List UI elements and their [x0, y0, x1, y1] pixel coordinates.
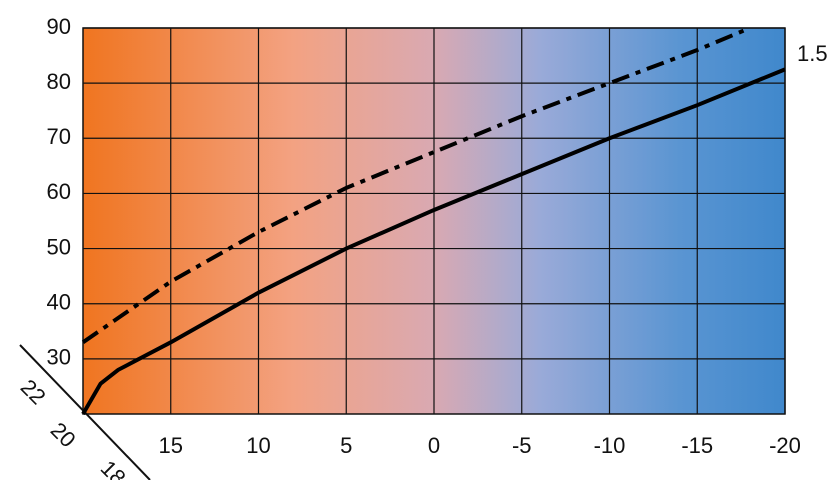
y-tick-label: 60	[47, 179, 71, 204]
curve	[81, 26, 751, 344]
diagonal-label: 20	[46, 417, 81, 452]
y-tick-label: 70	[47, 124, 71, 149]
curve	[81, 67, 786, 416]
diagonal-label: 22	[16, 374, 51, 409]
x-tick-label: 5	[340, 433, 352, 458]
x-tick-label: -10	[594, 433, 626, 458]
y-tick-label: 50	[47, 234, 71, 259]
series-label: 1.5	[797, 41, 828, 66]
x-tick-label: 0	[428, 433, 440, 458]
y-tick-label: 40	[47, 290, 71, 315]
x-tick-label: 10	[246, 433, 270, 458]
y-tick-label: 80	[47, 69, 71, 94]
x-tick-label: -5	[512, 433, 532, 458]
x-tick-label: 15	[159, 433, 183, 458]
x-tick-label: -20	[769, 433, 801, 458]
diagonal-label: 18	[96, 455, 131, 480]
y-tick-label: 90	[47, 14, 71, 39]
y-tick-label: 30	[47, 345, 71, 370]
x-tick-label: -15	[681, 433, 713, 458]
